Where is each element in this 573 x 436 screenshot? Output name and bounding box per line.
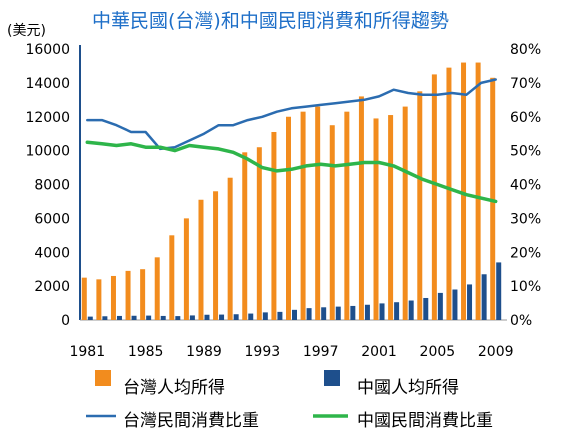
left-axis-tick-label: 10000 bbox=[25, 144, 70, 160]
bar-china-income bbox=[467, 284, 473, 320]
bar-china-income bbox=[160, 315, 166, 320]
chart-title: 中華民國(台灣)和中國民間消費和所得趨勢 bbox=[92, 10, 449, 32]
bar-china-income bbox=[364, 304, 370, 320]
left-axis-unit: (美元) bbox=[7, 23, 46, 39]
bar-china-income bbox=[233, 314, 239, 320]
bar-taiwan-income bbox=[169, 235, 175, 320]
left-axis-tick-label: 4000 bbox=[34, 245, 70, 261]
right-axis-tick-label: 60% bbox=[510, 110, 541, 126]
x-axis-tick-label: 1981 bbox=[69, 344, 105, 360]
bar-china-income bbox=[116, 315, 122, 320]
bar-china-income bbox=[321, 307, 327, 320]
right-axis-tick-label: 0% bbox=[510, 313, 532, 329]
bar-taiwan-income bbox=[358, 96, 364, 320]
bar-china-income bbox=[146, 315, 152, 320]
bar-taiwan-income bbox=[125, 270, 131, 320]
bar-taiwan-income bbox=[388, 115, 394, 321]
bar-taiwan-income bbox=[213, 191, 219, 320]
bar-taiwan-income bbox=[110, 275, 116, 320]
left-axis-tick-label: 6000 bbox=[34, 211, 70, 227]
legend-swatch-china-income bbox=[324, 370, 340, 386]
bar-china-income bbox=[87, 316, 93, 320]
bar-taiwan-income bbox=[286, 116, 291, 320]
bar-taiwan-income bbox=[315, 106, 321, 321]
legend-line-taiwan-label: 台灣民間消費比重 bbox=[123, 411, 259, 431]
bar-china-income bbox=[379, 303, 385, 320]
x-axis-tick-label: 1997 bbox=[303, 344, 339, 360]
bar-taiwan-income bbox=[417, 91, 423, 320]
right-axis-tick-label: 40% bbox=[510, 178, 541, 194]
bar-taiwan-income bbox=[461, 62, 467, 321]
bar-taiwan-income bbox=[271, 131, 277, 320]
legend-bar-taiwan-label: 台灣人均所得 bbox=[123, 378, 225, 398]
bar-china-income bbox=[335, 306, 341, 320]
right-axis-tick-label: 70% bbox=[510, 76, 541, 92]
right-axis-tick-label: 20% bbox=[510, 245, 541, 261]
right-axis-tick-label: 10% bbox=[510, 279, 541, 295]
bar-taiwan-income bbox=[373, 118, 379, 320]
bar-taiwan-income bbox=[475, 62, 481, 321]
line-china-consumption-share bbox=[85, 140, 498, 204]
bar-taiwan-income bbox=[227, 177, 233, 320]
bar-taiwan-income bbox=[300, 111, 306, 320]
bar-china-income bbox=[306, 308, 312, 320]
bar-taiwan-income bbox=[183, 218, 189, 320]
x-axis-tick-label: 1985 bbox=[128, 344, 164, 360]
bar-taiwan-income bbox=[96, 279, 102, 320]
bar-china-income bbox=[102, 316, 108, 320]
x-axis-tick-label: 1989 bbox=[186, 344, 222, 360]
legend-line-china-label: 中國民間消費比重 bbox=[357, 411, 493, 431]
bar-china-income bbox=[277, 311, 283, 320]
bar-china-income bbox=[452, 289, 458, 320]
bar-taiwan-income bbox=[256, 147, 262, 320]
left-axis-tick-label: 14000 bbox=[25, 76, 70, 92]
right-axis-tick-label: 30% bbox=[510, 211, 541, 227]
bar-taiwan-income bbox=[402, 106, 408, 321]
x-axis-tick-label: 2001 bbox=[361, 344, 397, 360]
bar-china-income bbox=[292, 309, 297, 320]
bar-china-income bbox=[248, 313, 254, 320]
bar-china-income bbox=[496, 262, 502, 320]
bar-china-income bbox=[219, 314, 225, 320]
bar-taiwan-income bbox=[344, 111, 350, 320]
left-axis-tick-label: 16000 bbox=[25, 42, 70, 58]
left-axis-tick-label: 12000 bbox=[25, 110, 70, 126]
bar-china-income bbox=[437, 292, 443, 320]
x-axis-tick-label: 2009 bbox=[478, 344, 514, 360]
bar-taiwan-income bbox=[329, 125, 335, 320]
bar-china-income bbox=[481, 274, 487, 320]
left-axis-tick-label: 0 bbox=[61, 313, 70, 329]
bar-taiwan-income bbox=[242, 152, 248, 320]
bar-china-income bbox=[131, 315, 137, 320]
bar-china-income bbox=[408, 300, 414, 320]
bar-china-income bbox=[204, 314, 210, 320]
left-axis-tick-label: 2000 bbox=[34, 279, 70, 295]
bar-taiwan-income bbox=[490, 77, 496, 320]
bar-taiwan-income bbox=[81, 277, 87, 320]
right-axis-tick-label: 50% bbox=[510, 144, 541, 160]
x-axis-tick-label: 2005 bbox=[420, 344, 456, 360]
bar-taiwan-income bbox=[154, 257, 160, 320]
bar-china-income bbox=[394, 302, 400, 320]
bar-china-income bbox=[262, 312, 268, 320]
bar-taiwan-income bbox=[446, 67, 452, 320]
line-taiwan-consumption-share bbox=[86, 78, 497, 151]
bar-china-income bbox=[175, 316, 181, 320]
left-axis-tick-label: 8000 bbox=[34, 178, 70, 194]
legend-swatch-taiwan-income bbox=[95, 370, 111, 386]
legend-bar-china-label: 中國人均所得 bbox=[357, 378, 459, 398]
bar-china-income bbox=[350, 305, 356, 320]
bar-china-income bbox=[423, 297, 429, 320]
bar-taiwan-income bbox=[431, 74, 437, 320]
right-axis-tick-label: 80% bbox=[510, 42, 541, 58]
x-axis-tick-label: 1993 bbox=[245, 344, 281, 360]
bar-taiwan-income bbox=[140, 269, 146, 320]
bar-china-income bbox=[189, 315, 195, 320]
bar-taiwan-income bbox=[198, 199, 204, 320]
